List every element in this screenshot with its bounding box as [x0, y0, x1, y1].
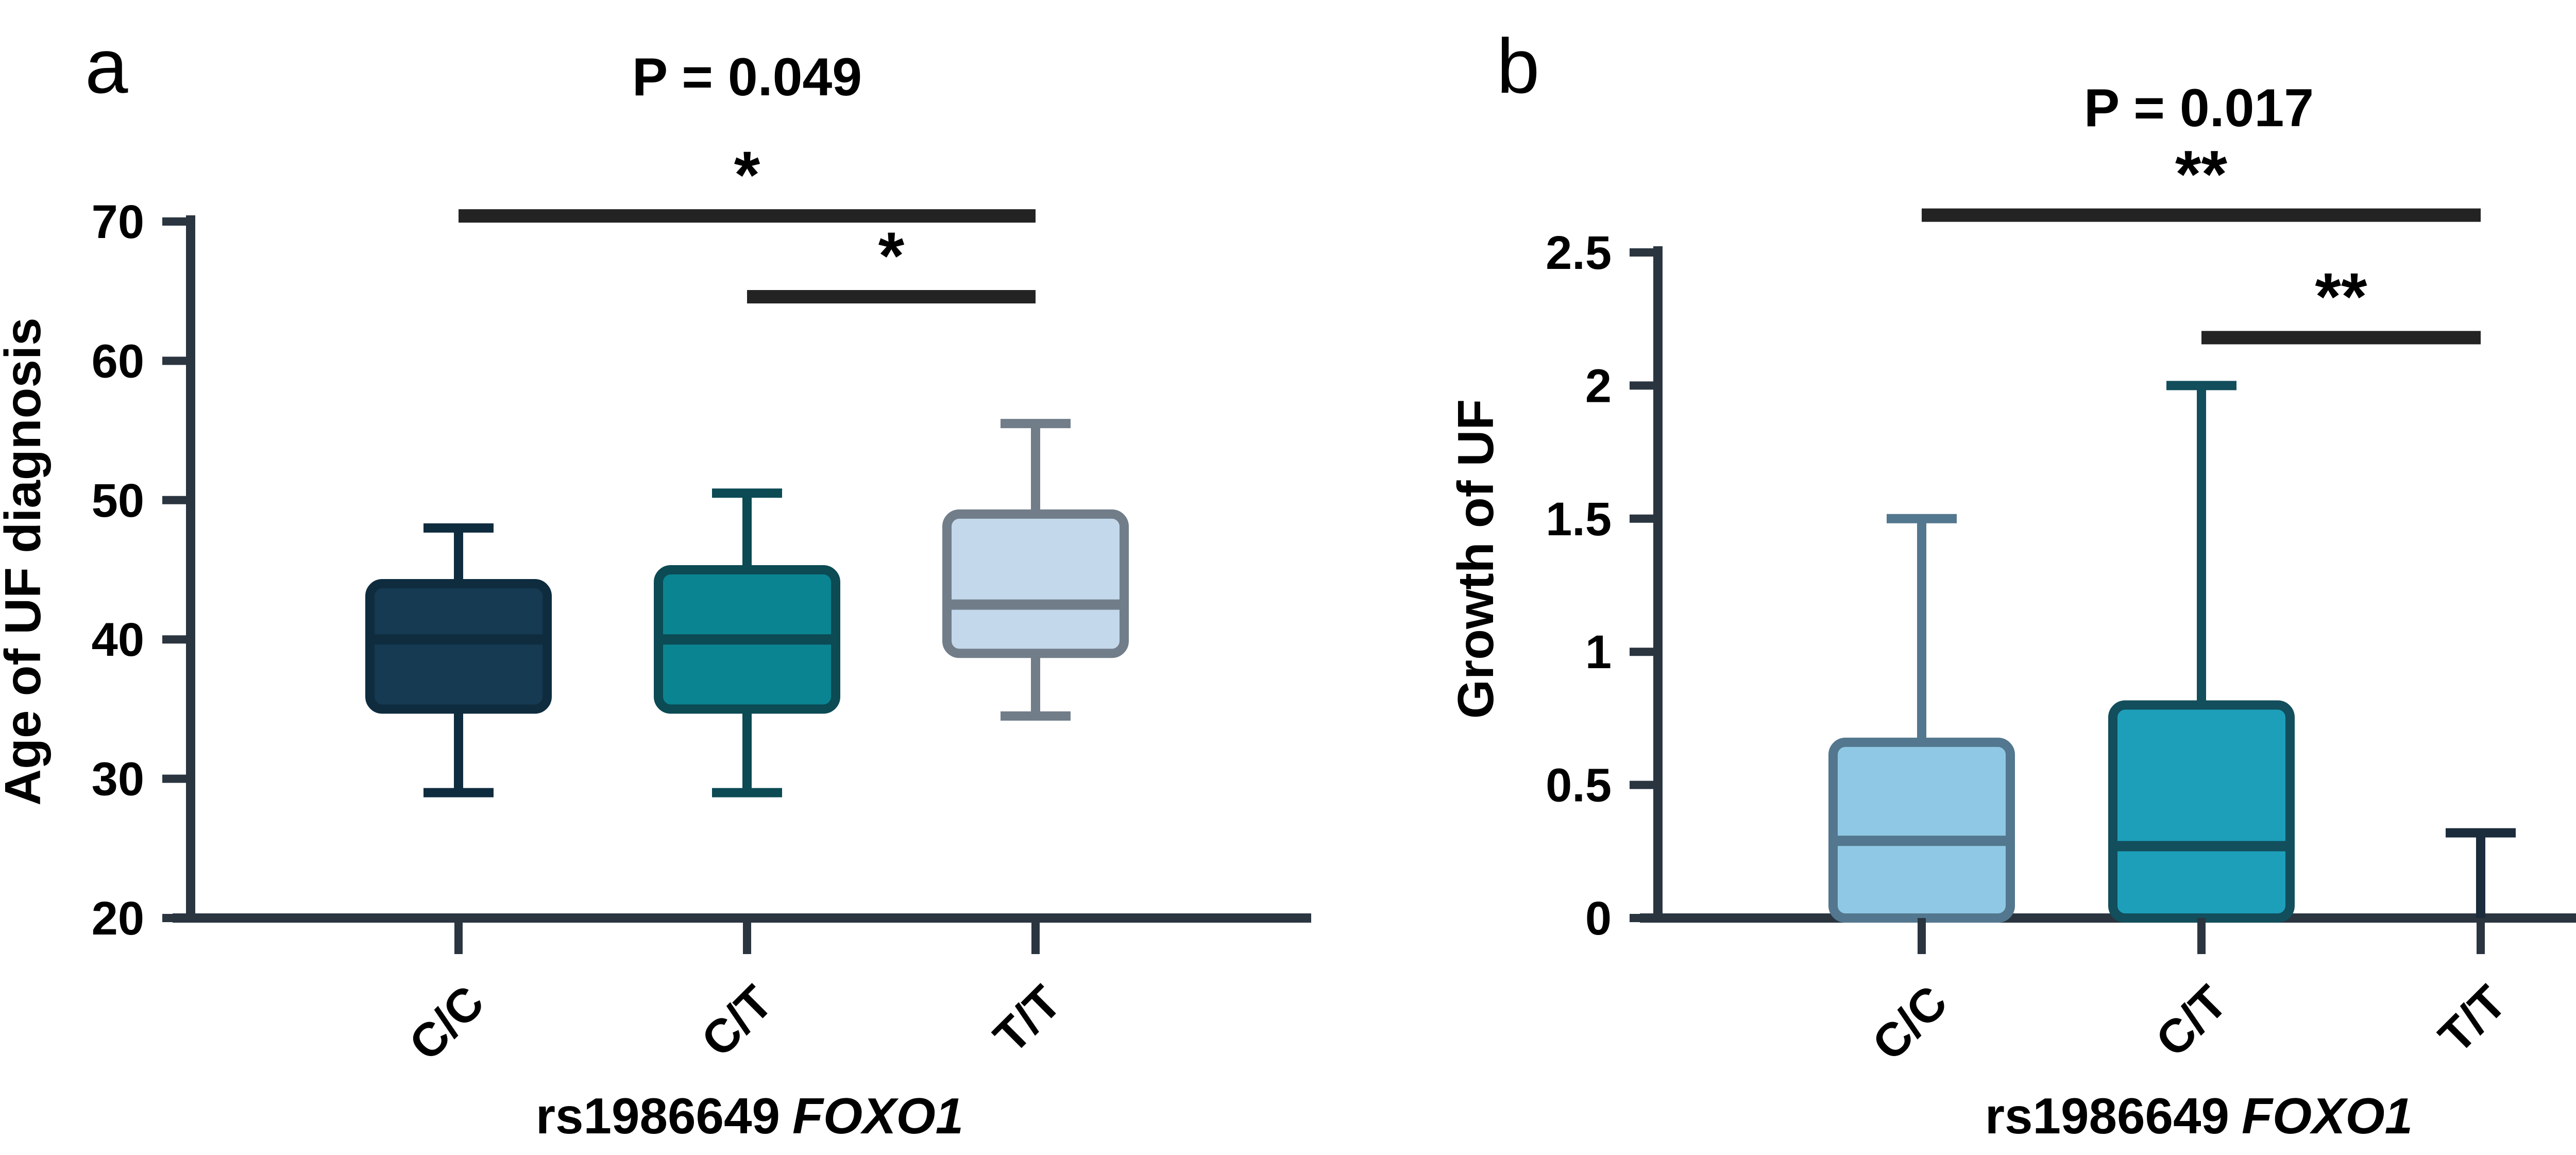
- box-C/T: [2108, 700, 2295, 923]
- y-tick-label: 0.5: [1546, 759, 1612, 812]
- significance-stars: **: [2175, 137, 2228, 212]
- panel-b-title: P = 0.017: [2084, 78, 2314, 138]
- panel-a-xlabel-gene: FOXO1: [792, 1088, 963, 1144]
- y-tick-label: 60: [92, 335, 144, 387]
- y-tick-label: 70: [92, 196, 144, 248]
- panel-b-xlabel-gene: FOXO1: [2242, 1088, 2413, 1144]
- y-tick-label: 1: [1585, 626, 1612, 678]
- panel-a-letter: a: [85, 23, 128, 109]
- y-tick-label: 30: [92, 753, 144, 806]
- y-tick-label: 2.5: [1546, 227, 1612, 279]
- panel-a-title: P = 0.049: [632, 47, 862, 107]
- box-C/C: [365, 579, 552, 714]
- y-tick-label: 20: [92, 892, 144, 945]
- category-label: T/T: [2429, 976, 2516, 1063]
- significance-stars: *: [734, 137, 760, 212]
- significance-stars: *: [878, 218, 905, 293]
- panel-a-ylabel: Age of UF diagnosis: [0, 317, 51, 805]
- box-C/C: [1828, 737, 2015, 923]
- y-tick-label: 2: [1585, 360, 1612, 412]
- panel-b-ylabel: Growth of UF: [1447, 399, 1504, 719]
- panel-a-xlabel-prefix: rs1986649: [536, 1088, 780, 1144]
- panel-b-xlabel-prefix: rs1986649: [1985, 1088, 2229, 1144]
- box-T/T: [942, 509, 1129, 658]
- panel-b-letter: b: [1497, 23, 1539, 109]
- category-label: C/C: [399, 976, 494, 1071]
- category-label: C/T: [691, 976, 783, 1067]
- y-tick-label: 1.5: [1546, 493, 1612, 546]
- panel-a-xlabel: rs1986649 FOXO1: [536, 1088, 963, 1144]
- panel-b-xlabel: rs1986649 FOXO1: [1985, 1088, 2413, 1144]
- y-tick-label: 0: [1585, 892, 1612, 945]
- category-label: C/C: [1862, 976, 1957, 1071]
- significance-stars: **: [2315, 259, 2367, 334]
- y-tick-label: 50: [92, 474, 144, 527]
- category-label: C/T: [2146, 976, 2237, 1067]
- category-label: T/T: [984, 976, 1071, 1063]
- y-tick-label: 40: [92, 614, 144, 666]
